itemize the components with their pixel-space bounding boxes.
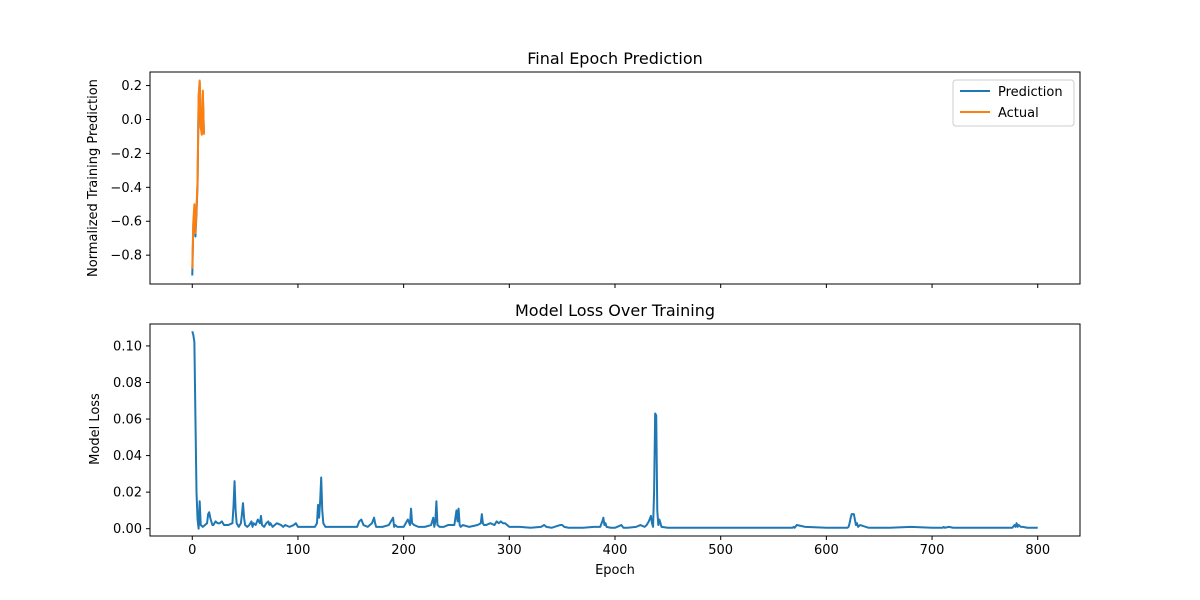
top-chart-ylabel: Normalized Training Prediction xyxy=(86,79,101,277)
top-ytick-label: −0.8 xyxy=(110,249,142,264)
bottom-series-layer xyxy=(191,331,1038,530)
bottom-xtick-label: 300 xyxy=(497,543,522,558)
bottom-loss-line xyxy=(191,331,1038,530)
top-ytick-label: −0.6 xyxy=(110,215,142,230)
legend-prediction-label: Prediction xyxy=(998,85,1063,100)
top-ytick-label: 0.0 xyxy=(121,113,142,128)
bottom-ytick-label: 0.06 xyxy=(113,413,142,428)
bottom-ytick-label: 0.02 xyxy=(113,486,142,501)
legend-actual-label: Actual xyxy=(998,106,1039,121)
bottom-xtick-label: 200 xyxy=(391,543,416,558)
bottom-ytick-label: 0.04 xyxy=(113,449,142,464)
bottom-xtick-label: 700 xyxy=(920,543,945,558)
bottom-xtick-label: 800 xyxy=(1025,543,1050,558)
bottom-chart: Model Loss Over Training Model Loss Epoc… xyxy=(88,301,1081,578)
bottom-xtick-label: 400 xyxy=(603,543,628,558)
bottom-ytick-label: 0.10 xyxy=(113,339,142,354)
top-ytick-label: 0.2 xyxy=(121,79,142,94)
bottom-ytick-label: 0.08 xyxy=(113,376,142,391)
bottom-xtick-label: 500 xyxy=(708,543,733,558)
bottom-chart-title: Model Loss Over Training xyxy=(515,301,715,320)
bottom-chart-ylabel: Model Loss xyxy=(88,393,103,465)
top-chart: Final Epoch Prediction Normalized Traini… xyxy=(86,49,1081,288)
bottom-ticks-layer: 0 100 200 300 400 500 600 700 800 0.00 0.02 0.04 0.0… xyxy=(113,339,1050,558)
top-ticks-layer: 0.2 0.0 −0.2 −0.4 −0.6 −0.8 xyxy=(110,79,1039,288)
top-ytick-label: −0.4 xyxy=(110,181,142,196)
top-series-layer xyxy=(191,79,205,276)
bottom-xtick-label: 100 xyxy=(286,543,311,558)
top-ytick-label: −0.2 xyxy=(110,147,142,162)
bottom-ytick-label: 0.00 xyxy=(113,522,142,537)
top-chart-title: Final Epoch Prediction xyxy=(527,49,703,68)
top-legend: Prediction Actual xyxy=(952,79,1075,127)
bottom-xtick-label: 600 xyxy=(814,543,839,558)
bottom-chart-xlabel: Epoch xyxy=(595,563,635,578)
bottom-xtick-label: 0 xyxy=(188,543,196,558)
top-actual-line xyxy=(191,79,205,269)
